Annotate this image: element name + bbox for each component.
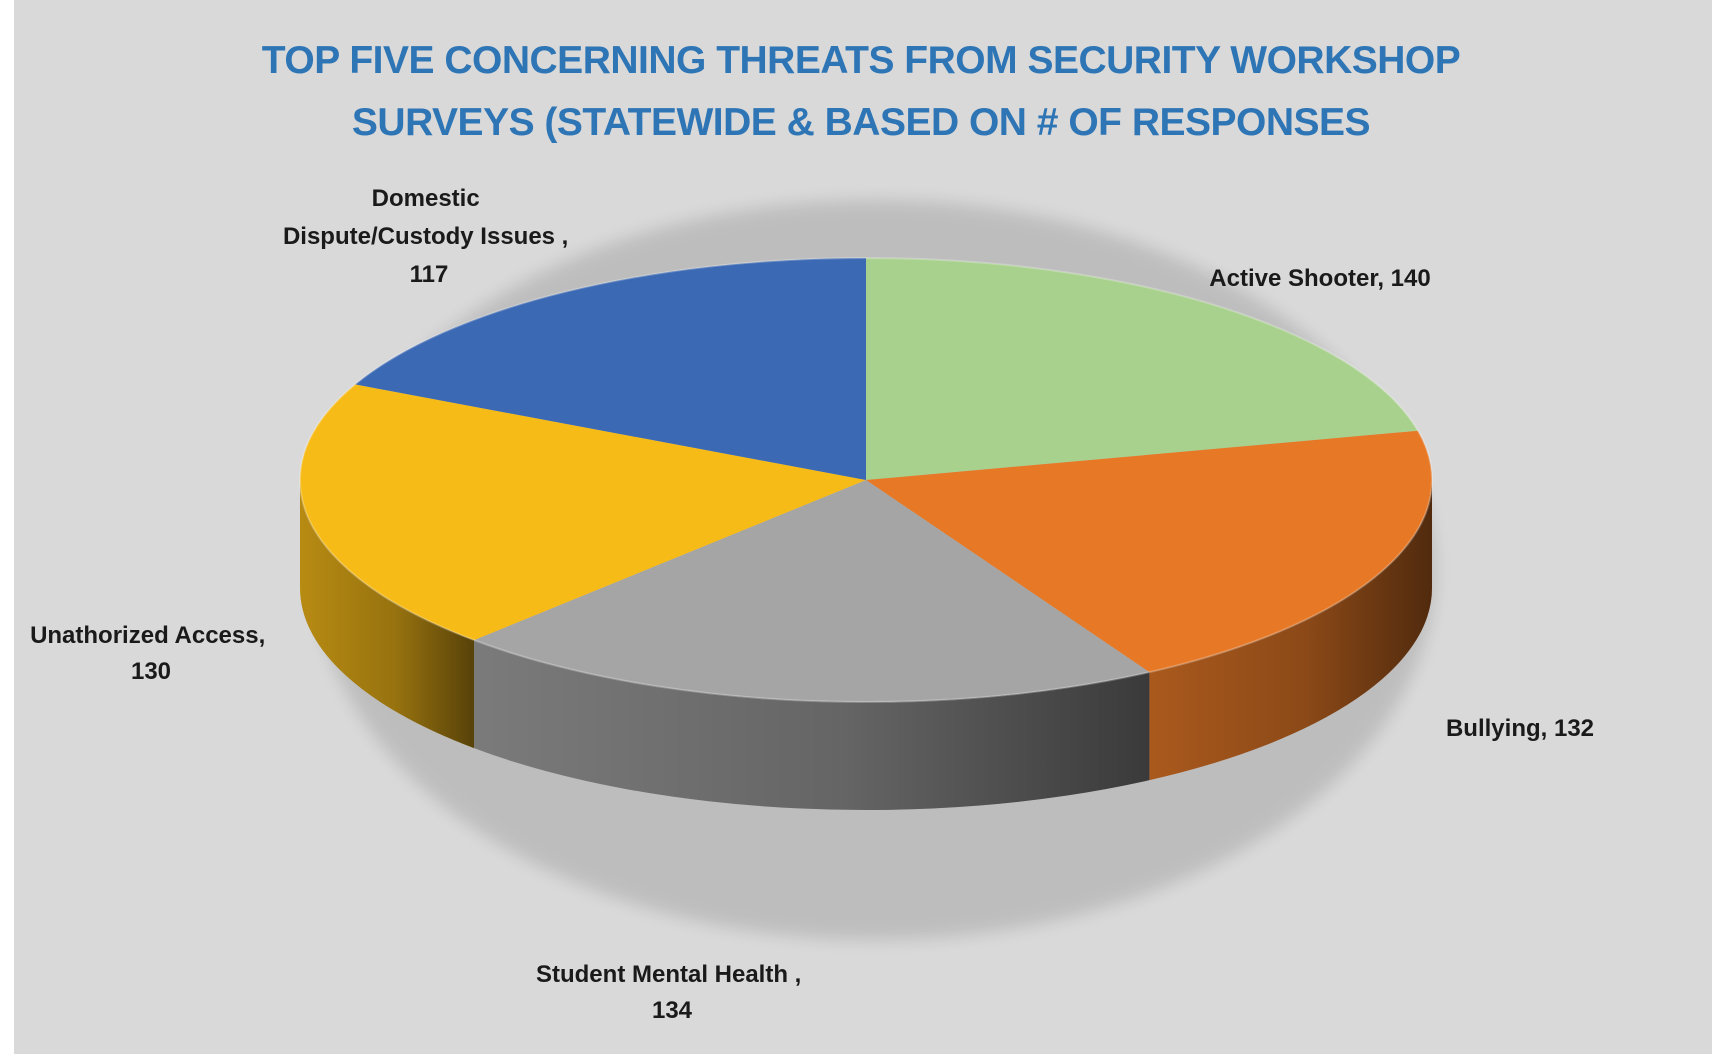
pie-slice-student-mental-health — [474, 480, 1150, 702]
chart-title-line-1: TOP FIVE CONCERNING THREATS FROM SECURIT… — [261, 39, 1461, 82]
pie-side-shading — [1149, 480, 1432, 781]
slice-label-unauthorized-access: Unathorized Access, 130 — [30, 622, 272, 685]
slice-label-line: Unathorized Access, — [30, 622, 265, 649]
slice-label-line: Student Mental Health , — [536, 961, 801, 988]
slice-label-line: Dispute/Custody Issues , — [283, 223, 568, 250]
pie-side-shading — [474, 640, 1150, 810]
pie-rim — [299, 257, 1433, 703]
slice-label-domestic-dispute: Domestic Dispute/Custody Issues , 117 — [283, 185, 575, 288]
pie-slice-bullying — [866, 430, 1432, 673]
pie-side-shading — [300, 480, 475, 749]
slice-label-student-mental-health: Student Mental Health , 134 — [536, 961, 808, 1024]
pie-slice-active-shooter — [866, 258, 1418, 480]
slice-label-bullying: Bullying, 132 — [1446, 715, 1594, 742]
slice-label-line: Active Shooter, 140 — [1209, 265, 1430, 292]
slice-label-active-shooter: Active Shooter, 140 — [1209, 265, 1430, 292]
chart-title: TOP FIVE CONCERNING THREATS FROM SECURIT… — [0, 30, 1722, 154]
slice-label-line: Domestic — [372, 185, 480, 212]
pie-slice-unathorized-access — [299, 384, 866, 641]
slice-label-line: 134 — [652, 997, 693, 1024]
pie-slice-domestic-dispute-custody-issues — [355, 258, 866, 480]
slice-label-line: Bullying, 132 — [1446, 715, 1594, 742]
slice-label-line: 130 — [131, 658, 171, 685]
chart-title-line-2: SURVEYS (STATEWIDE & BASED ON # OF RESPO… — [351, 101, 1371, 144]
slice-label-line: 117 — [410, 261, 449, 288]
